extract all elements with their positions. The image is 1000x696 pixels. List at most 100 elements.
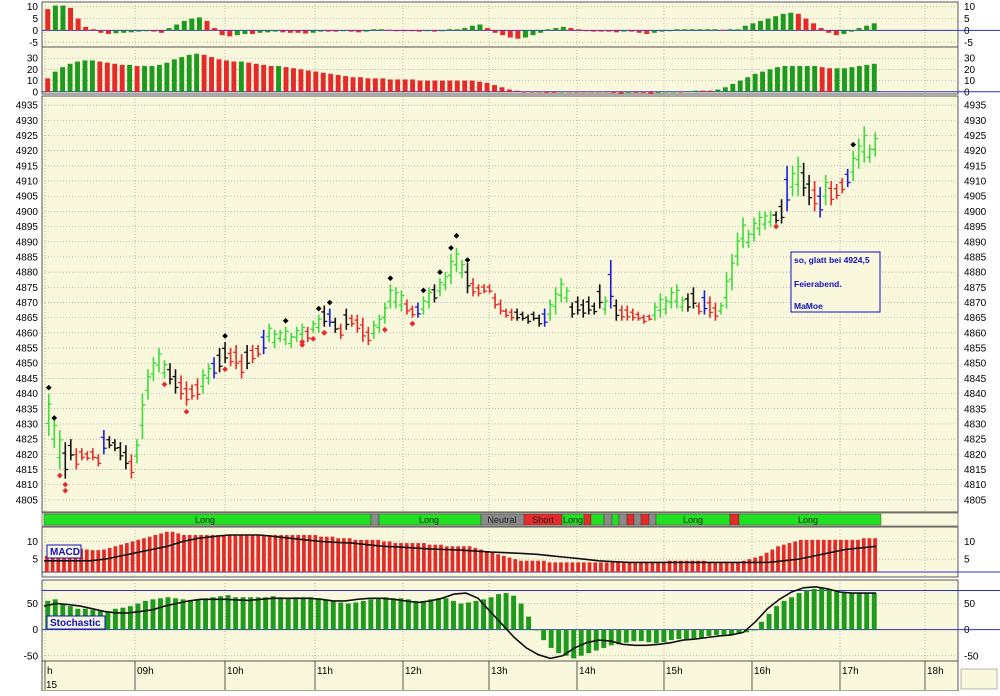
macd-bar — [513, 559, 518, 572]
osc1-bar — [105, 30, 111, 34]
macd-bar — [804, 539, 809, 572]
osc1-bar — [212, 28, 218, 31]
macd-bar — [753, 557, 758, 572]
osc1-bar — [318, 30, 324, 32]
osc2-bar — [149, 66, 155, 92]
time-axis-label: 10h — [227, 666, 244, 677]
macd-bar — [176, 533, 181, 572]
macd-bar — [553, 562, 558, 572]
price-tick-label-right: 4935 — [964, 101, 987, 112]
macd-bar — [147, 536, 152, 572]
time-axis-label: 16h — [754, 666, 771, 677]
osc2-bar — [432, 80, 438, 92]
stoch-bar — [466, 602, 471, 630]
osc1-bar — [431, 30, 437, 32]
stoch-bar — [563, 629, 569, 656]
stoch-tick-label-left: -50 — [24, 651, 39, 662]
stoch-bar — [653, 629, 659, 644]
osc1-bar — [659, 30, 665, 32]
osc2-bar — [864, 64, 870, 92]
osc1-bar — [356, 30, 362, 33]
price-low-marker — [382, 326, 388, 333]
osc1-bar — [469, 25, 475, 31]
osc1-bar — [704, 29, 710, 31]
stoch-tick-label-left: 50 — [27, 599, 39, 610]
osc2-bar — [201, 54, 207, 92]
osc2-bar — [268, 66, 274, 92]
stoch-bar — [819, 587, 825, 630]
osc2-bar — [395, 79, 401, 92]
osc1-bar — [371, 29, 377, 31]
price-tick-label-right: 4830 — [964, 419, 987, 430]
macd-bar — [781, 544, 786, 572]
macd-bar — [222, 535, 226, 572]
price-tick-label-right: 4910 — [964, 177, 987, 188]
macd-bar — [364, 539, 369, 572]
osc1-bar — [644, 30, 650, 34]
macd-bar — [536, 560, 541, 572]
osc1-bar — [757, 20, 763, 31]
macd-bar — [393, 543, 398, 572]
stoch-bar — [826, 588, 832, 630]
osc2-bar — [67, 63, 73, 92]
stoch-bar — [541, 629, 547, 641]
osc1-bar — [553, 28, 559, 31]
stoch-bar — [142, 600, 148, 630]
macd-bar — [587, 562, 592, 572]
stoch-tick-label-right: 0 — [964, 625, 970, 636]
osc2-bar — [477, 81, 483, 92]
stoch-bar — [173, 598, 178, 630]
stoch-bar — [150, 599, 156, 630]
macd-bar — [713, 562, 718, 572]
stoch-bar — [195, 599, 201, 630]
stoch-bar — [308, 597, 314, 630]
signal-segment — [618, 513, 628, 526]
macd-bar — [399, 543, 403, 572]
osc2-bar — [298, 69, 304, 92]
signal-segment-label: Long — [798, 515, 818, 525]
osc1-bar — [242, 30, 248, 34]
stoch-bar — [856, 593, 862, 630]
osc2-bar — [700, 90, 706, 92]
price-tick-label-left: 4905 — [16, 192, 39, 203]
osc2-bar — [52, 71, 58, 92]
macd-bar — [873, 538, 878, 572]
stoch-bar — [533, 629, 539, 631]
macd-bar — [347, 538, 352, 572]
stoch-bar — [736, 629, 742, 634]
macd-bar — [296, 535, 301, 572]
osc2-bar — [536, 91, 542, 93]
stoch-bar — [435, 598, 441, 630]
osc2-bar — [469, 80, 475, 92]
macd-bar — [576, 562, 580, 572]
osc1-bar — [712, 29, 718, 31]
stoch-bar — [683, 629, 689, 640]
stoch-tick-label-right: 50 — [964, 599, 976, 610]
osc2-bar — [626, 91, 632, 93]
price-tick-label-left: 4870 — [16, 298, 39, 309]
stoch-bar — [45, 600, 51, 630]
osc1-bar — [333, 30, 339, 32]
stoch-bar — [225, 595, 231, 630]
osc2-tick-label-left: 20 — [27, 65, 39, 76]
stoch-bar — [112, 608, 118, 630]
osc2-bar — [238, 61, 244, 92]
macd-bar — [279, 535, 283, 572]
stoch-bar — [811, 588, 817, 630]
osc1-bar — [500, 30, 506, 36]
osc1-bar — [196, 17, 202, 31]
osc2-bar — [514, 90, 520, 92]
osc1-bar — [674, 29, 680, 31]
macd-bar — [479, 549, 483, 572]
osc2-bar — [492, 85, 497, 92]
osc1-bar — [295, 30, 301, 33]
osc1-bar — [90, 29, 96, 31]
osc2-bar — [715, 89, 721, 92]
stoch-bar — [473, 600, 479, 630]
stoch-bar — [849, 593, 855, 630]
osc2-bar — [760, 71, 766, 92]
osc1-tick-label-right: 0 — [964, 26, 970, 37]
price-low-marker — [409, 320, 416, 327]
osc1-bar — [750, 23, 756, 31]
osc2-bar — [350, 77, 356, 92]
